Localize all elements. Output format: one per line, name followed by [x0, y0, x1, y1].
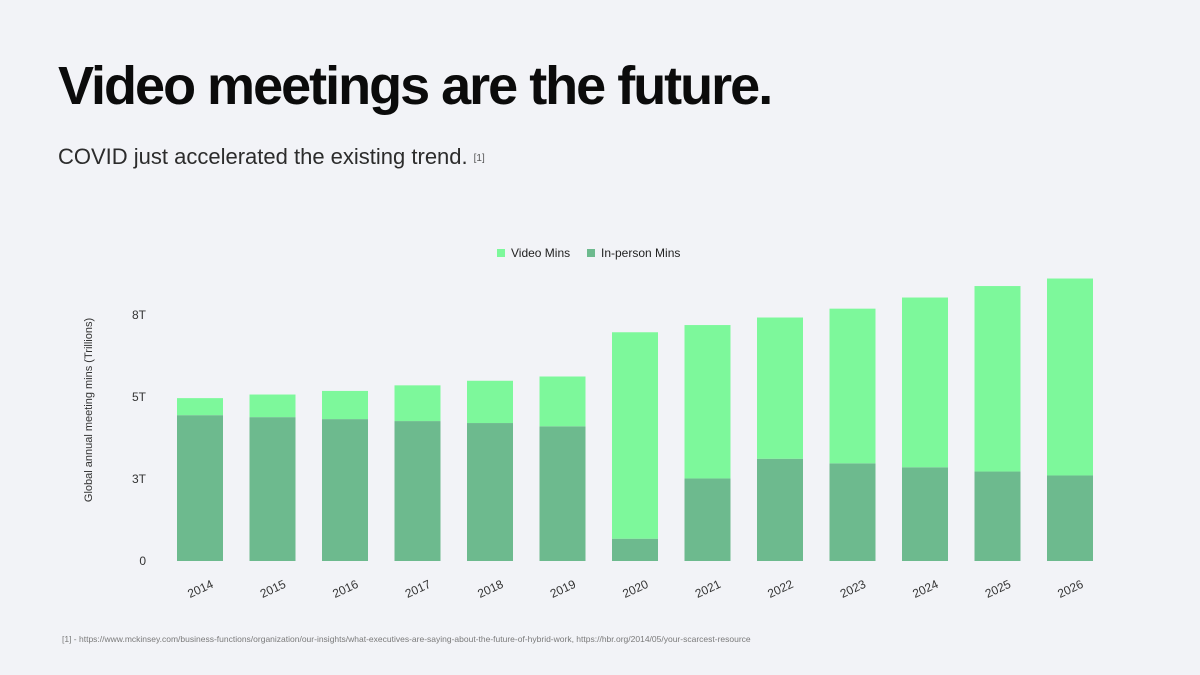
y-tick-label: 8T: [132, 308, 147, 322]
bar-in-person-mins-2015: [249, 417, 296, 561]
y-tick-label: 5T: [132, 390, 147, 404]
bar-in-person-mins-2023: [829, 463, 876, 561]
x-tick-label: 2020: [620, 577, 650, 601]
footnote: [1] - https://www.mckinsey.com/business-…: [62, 634, 751, 644]
x-tick-label: 2018: [475, 577, 505, 601]
x-tick-label: 2021: [693, 577, 723, 601]
bar-in-person-mins-2022: [757, 458, 803, 561]
x-tick-label: 2022: [765, 577, 795, 601]
bar-video-mins-2020: [612, 332, 658, 539]
x-tick-label: 2026: [1055, 577, 1085, 601]
bar-in-person-mins-2019: [539, 426, 586, 561]
x-tick-label: 2017: [403, 577, 433, 601]
legend-swatch: [587, 249, 595, 257]
x-tick-label: 2019: [548, 577, 578, 601]
bar-video-mins-2014: [177, 398, 223, 416]
bar-video-mins-2021: [684, 325, 731, 479]
x-tick-label: 2016: [330, 577, 360, 601]
bar-in-person-mins-2026: [1047, 475, 1093, 561]
subtitle-reference: [1]: [473, 152, 485, 164]
bar-in-person-mins-2024: [902, 467, 948, 561]
legend-label: Video Mins: [511, 246, 570, 260]
bar-in-person-mins-2021: [684, 478, 731, 561]
bar-video-mins-2018: [467, 380, 513, 424]
y-tick-label: 0: [139, 554, 146, 568]
bar-video-mins-2026: [1047, 278, 1093, 476]
bar-video-mins-2015: [249, 394, 296, 418]
bar-video-mins-2019: [539, 376, 586, 427]
bar-in-person-mins-2025: [974, 471, 1021, 561]
y-axis-label: Global annual meeting mins (Trillions): [83, 318, 95, 502]
bar-in-person-mins-2017: [394, 421, 441, 561]
x-tick-label: 2015: [258, 577, 288, 601]
bar-video-mins-2025: [974, 286, 1021, 472]
legend-swatch: [497, 249, 505, 257]
bar-video-mins-2017: [394, 385, 441, 422]
bar-video-mins-2022: [757, 317, 803, 459]
subtitle-text: COVID just accelerated the existing tren…: [58, 144, 468, 169]
slide-title: Video meetings are the future.: [58, 56, 773, 116]
bar-in-person-mins-2014: [177, 415, 223, 561]
x-tick-label: 2025: [983, 577, 1013, 601]
x-tick-label: 2024: [910, 577, 940, 601]
x-tick-label: 2023: [838, 577, 868, 601]
bar-video-mins-2016: [322, 390, 368, 420]
bar-in-person-mins-2018: [467, 423, 513, 561]
bar-in-person-mins-2020: [612, 538, 658, 561]
bar-video-mins-2024: [902, 297, 948, 468]
legend-label: In-person Mins: [601, 246, 680, 260]
bar-in-person-mins-2016: [322, 419, 368, 561]
x-tick-label: 2014: [185, 577, 215, 601]
bar-video-mins-2023: [829, 308, 876, 464]
slide-subtitle: COVID just accelerated the existing tren…: [58, 144, 485, 170]
y-tick-label: 3T: [132, 472, 147, 486]
